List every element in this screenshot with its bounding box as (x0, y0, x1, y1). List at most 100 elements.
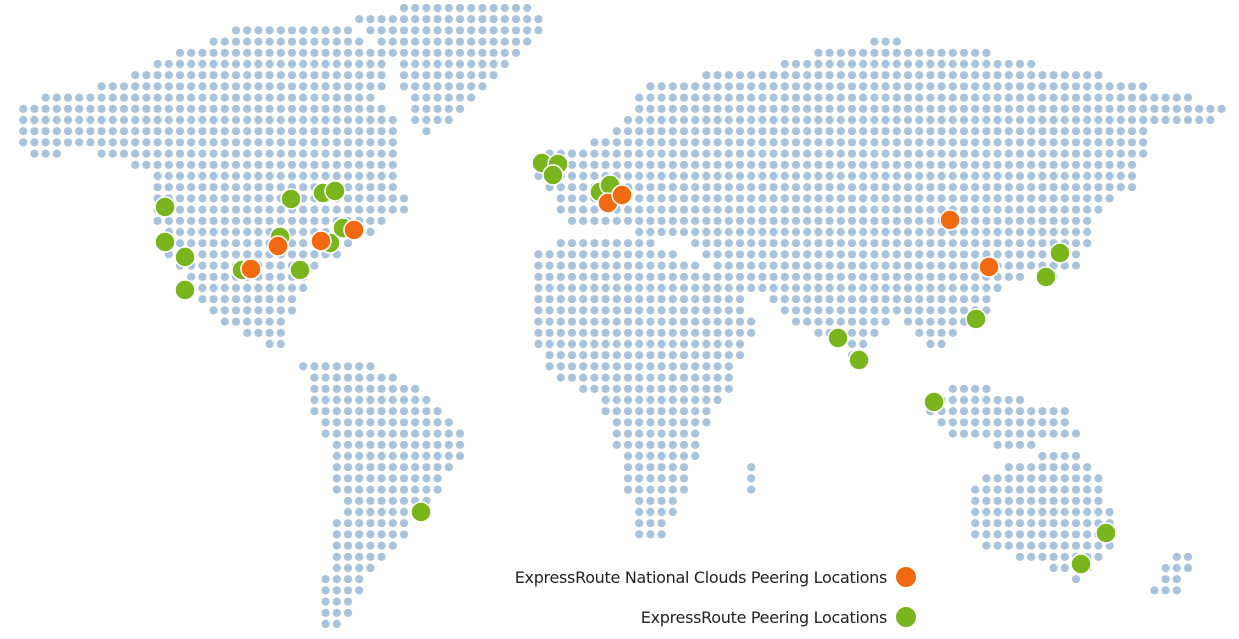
peering-location-marker[interactable] (965, 308, 987, 330)
land-dot (881, 82, 890, 91)
land-dot (175, 59, 185, 69)
land-dot (355, 59, 364, 69)
land-dot (646, 104, 655, 113)
land-dot (1038, 93, 1047, 102)
peering-location-marker[interactable] (1095, 522, 1117, 544)
land-dot (343, 82, 353, 91)
land-dot (377, 395, 386, 405)
land-dot (915, 295, 924, 304)
land-dot (590, 339, 599, 349)
peering-location-marker[interactable] (1049, 242, 1071, 264)
land-dot (175, 194, 185, 203)
land-dot (287, 59, 297, 69)
national-peering-location-marker[interactable] (611, 184, 633, 206)
land-dot (366, 138, 375, 147)
land-dot (209, 115, 218, 125)
peering-location-marker[interactable] (827, 327, 849, 349)
land-dot (556, 283, 565, 293)
national-peering-location-marker[interactable] (240, 258, 262, 280)
peering-location-marker[interactable] (289, 259, 311, 281)
land-dot (388, 194, 397, 203)
land-dot (926, 48, 935, 57)
land-dot (1071, 474, 1081, 483)
land-dot (601, 317, 610, 326)
land-dot (1049, 160, 1058, 169)
peering-location-marker[interactable] (923, 391, 945, 413)
land-dot (713, 183, 722, 192)
land-dot (646, 227, 655, 237)
land-dot (1060, 183, 1069, 192)
land-dot (691, 261, 700, 270)
peering-location-marker[interactable] (1070, 553, 1092, 575)
land-dot (803, 115, 812, 125)
land-dot (791, 183, 801, 192)
land-dot (187, 171, 196, 181)
national-peering-location-marker[interactable] (978, 256, 1000, 278)
land-dot (724, 183, 733, 192)
land-dot (702, 127, 711, 136)
land-dot (769, 194, 778, 203)
land-dot (1172, 552, 1181, 561)
land-dot (668, 227, 677, 237)
land-dot (321, 138, 330, 147)
land-dot (366, 451, 375, 461)
land-dot (433, 3, 442, 13)
peering-location-marker[interactable] (174, 279, 196, 301)
land-dot (41, 138, 50, 147)
national-peering-location-marker[interactable] (310, 230, 332, 252)
land-dot (1049, 194, 1058, 203)
land-dot (780, 227, 789, 237)
land-dot (646, 328, 655, 337)
land-dot (1094, 160, 1103, 169)
land-dot (187, 149, 196, 158)
land-dot (243, 239, 252, 248)
land-dot (892, 183, 901, 192)
land-dot (299, 362, 308, 371)
land-dot (982, 171, 991, 181)
land-dot (1027, 485, 1036, 494)
peering-location-marker[interactable] (280, 188, 302, 210)
land-dot (825, 205, 834, 214)
land-dot (1105, 160, 1114, 169)
land-dot (545, 261, 554, 270)
peering-location-marker[interactable] (174, 246, 196, 268)
land-dot (1004, 160, 1013, 169)
land-dot (1015, 418, 1025, 427)
land-dot (601, 250, 610, 259)
land-dot (713, 138, 722, 147)
land-dot (366, 418, 375, 427)
peering-location-marker[interactable] (154, 196, 176, 218)
land-dot (713, 216, 722, 225)
land-dot (1105, 507, 1114, 517)
land-dot (411, 104, 420, 113)
location-markers (154, 152, 1117, 575)
land-dot (657, 384, 666, 393)
national-peering-location-marker[interactable] (343, 219, 365, 241)
peering-location-marker[interactable] (154, 231, 176, 253)
land-dot (971, 149, 980, 158)
national-peering-location-marker[interactable] (939, 209, 961, 231)
land-dot (1139, 104, 1148, 113)
national-peering-location-marker[interactable] (267, 235, 289, 257)
peering-location-marker[interactable] (1035, 266, 1057, 288)
land-dot (411, 48, 420, 57)
land-dot (377, 474, 386, 483)
peering-location-marker[interactable] (542, 164, 564, 186)
land-dot (758, 160, 767, 169)
peering-location-marker[interactable] (848, 349, 870, 371)
land-dot (747, 227, 756, 237)
peering-location-marker[interactable] (410, 501, 432, 523)
land-dot (220, 127, 229, 136)
land-dot (915, 216, 924, 225)
land-dot (825, 48, 834, 57)
land-dot (1004, 171, 1013, 181)
land-dot (355, 183, 364, 192)
land-dot (679, 138, 689, 147)
land-dot (332, 608, 341, 617)
land-dot (735, 351, 745, 360)
land-dot (467, 71, 476, 80)
land-dot (803, 205, 812, 214)
peering-location-marker[interactable] (324, 180, 346, 202)
land-dot (791, 205, 801, 214)
land-dot (478, 71, 487, 80)
